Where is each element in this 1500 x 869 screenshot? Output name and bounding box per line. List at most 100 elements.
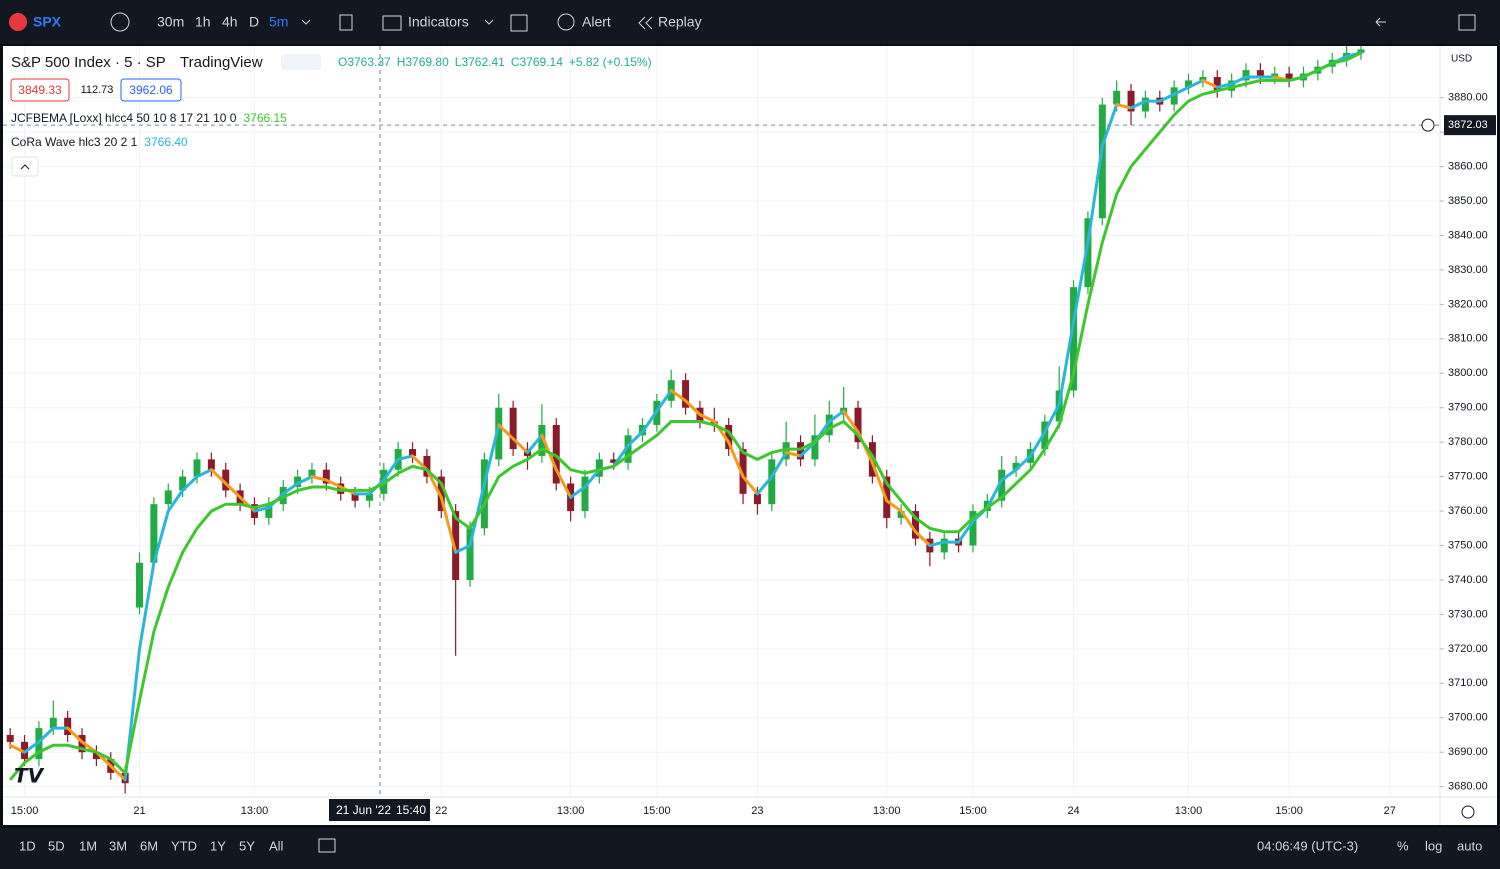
- replay-button[interactable]: Replay: [658, 14, 702, 30]
- range-button[interactable]: 3M: [109, 838, 127, 853]
- range-button[interactable]: 1D: [19, 838, 36, 853]
- candle-body: [452, 511, 460, 580]
- ohlc-value: L3762.41: [455, 55, 505, 69]
- x-tick-label: 21: [133, 805, 145, 817]
- indicator-name: JCFBEMA [Loxx] hlcc4 50 10 8 17 21 10 0: [11, 111, 237, 125]
- interval-active[interactable]: 5m: [269, 14, 288, 30]
- candle-body: [998, 469, 1006, 501]
- candle-body: [1256, 70, 1264, 78]
- x-tick-label: 15:00: [959, 805, 987, 817]
- indicator-segment: [885, 499, 903, 513]
- collapse-legend[interactable]: [11, 156, 39, 177]
- indicator-segment: [252, 506, 271, 513]
- interval[interactable]: 30m: [157, 14, 184, 30]
- goto-date[interactable]: [318, 838, 336, 853]
- candle-body: [495, 407, 503, 460]
- range-button[interactable]: YTD: [171, 838, 197, 853]
- chart-pane: [3, 46, 1497, 825]
- candle-body: [150, 504, 158, 563]
- currency[interactable]: USD: [1451, 54, 1472, 65]
- layouts[interactable]: [510, 14, 528, 32]
- interval[interactable]: D: [249, 14, 259, 30]
- candle-body: [1199, 77, 1207, 81]
- indicator-segment: [1187, 78, 1205, 89]
- alert-button[interactable]: Alert: [582, 14, 611, 30]
- indicator-segment: [109, 764, 127, 782]
- fullscreen[interactable]: [1458, 14, 1476, 31]
- candle-body: [1012, 462, 1020, 470]
- candle-body: [207, 459, 215, 470]
- undo[interactable]: [1375, 17, 1386, 27]
- candle-body: [811, 435, 819, 460]
- candle-body: [423, 455, 431, 477]
- candle-body: [480, 459, 488, 529]
- candle-body: [351, 493, 359, 501]
- candle-body: [1098, 104, 1106, 219]
- y-tick-label: 3790.00: [1448, 402, 1488, 414]
- candle-body: [552, 424, 560, 484]
- candle-body: [265, 504, 273, 518]
- compare-button[interactable]: [110, 12, 130, 32]
- x-tick-label: 23: [751, 805, 763, 817]
- settings[interactable]: [1461, 805, 1475, 819]
- candle-body: [1213, 77, 1221, 91]
- scale-option[interactable]: %: [1397, 838, 1409, 853]
- crosshair-date: 21 Jun '22: [336, 803, 391, 817]
- symbol-icon[interactable]: [9, 13, 27, 31]
- range-button[interactable]: 5D: [48, 838, 65, 853]
- indicator-name: CoRa Wave hlc3 20 2 1: [11, 135, 138, 149]
- range-button[interactable]: All: [269, 838, 284, 853]
- clock: 04:06:49 (UTC-3): [1257, 838, 1358, 853]
- symbol[interactable]: SPX: [33, 14, 62, 30]
- crosshair-price: 3872.03: [1448, 119, 1488, 131]
- candle-body: [509, 407, 517, 450]
- range-button[interactable]: 5Y: [239, 838, 255, 853]
- ohlc-value: O3763.37: [338, 55, 391, 69]
- y-tick-label: 3780.00: [1448, 436, 1488, 448]
- indicator-segment: [152, 509, 170, 565]
- candle-body: [1170, 87, 1178, 105]
- range-button[interactable]: 6M: [140, 838, 158, 853]
- bottom-controls: 1D 5D 1M 3M 6M YTD 1Y 5Y All% log auto: [19, 838, 1482, 853]
- indicator-segment: [684, 399, 702, 417]
- chart-type[interactable]: [339, 14, 353, 31]
- scale-option[interactable]: auto: [1457, 838, 1482, 853]
- indicator-segment: [928, 540, 946, 548]
- interval[interactable]: 4h: [222, 14, 238, 30]
- indicator-segment: [526, 433, 544, 455]
- dropdown[interactable]: [301, 19, 311, 25]
- candle-body: [538, 424, 546, 456]
- y-tick-label: 3750.00: [1448, 539, 1488, 551]
- axes: 3680.00 3690.00 3700.00 3710.00 3720.00 3730.…: [11, 92, 1488, 817]
- indicator-segment: [842, 409, 860, 434]
- y-tick-label: 3770.00: [1448, 471, 1488, 483]
- y-tick-label: 3840.00: [1448, 229, 1488, 241]
- ohlc-value: H3769.80: [397, 55, 449, 69]
- indicator-segment: [1129, 99, 1147, 110]
- y-tick-label: 3760.00: [1448, 505, 1488, 517]
- candle-body: [1070, 287, 1078, 391]
- indicator-segment: [1230, 75, 1248, 86]
- indicators-button[interactable]: Indicators: [408, 14, 469, 30]
- range-button[interactable]: 1M: [79, 838, 97, 853]
- ohlc-value: +5.82 (+0.15%): [569, 55, 652, 69]
- candle-body: [64, 717, 72, 735]
- candle-body: [1084, 218, 1092, 288]
- plot: [6, 46, 1365, 794]
- indicator-segment: [698, 413, 716, 423]
- interval[interactable]: 1h: [195, 14, 211, 30]
- candle-body: [466, 528, 474, 580]
- y-tick-label: 3800.00: [1448, 367, 1488, 379]
- dropdown[interactable]: [484, 19, 494, 25]
- legend-toggle[interactable]: [281, 54, 321, 70]
- x-tick-label: 13:00: [557, 805, 585, 817]
- indicator-segment: [166, 488, 185, 513]
- scale-option[interactable]: log: [1425, 838, 1442, 853]
- indicator-segment: [1043, 402, 1061, 434]
- crosshair-add[interactable]: [1421, 118, 1435, 132]
- indicator-segment: [640, 409, 659, 434]
- candle-body: [725, 424, 733, 450]
- range-button[interactable]: 1Y: [210, 838, 226, 853]
- badge-value: 112.73: [81, 84, 114, 96]
- x-tick-label: 15:00: [1275, 805, 1303, 817]
